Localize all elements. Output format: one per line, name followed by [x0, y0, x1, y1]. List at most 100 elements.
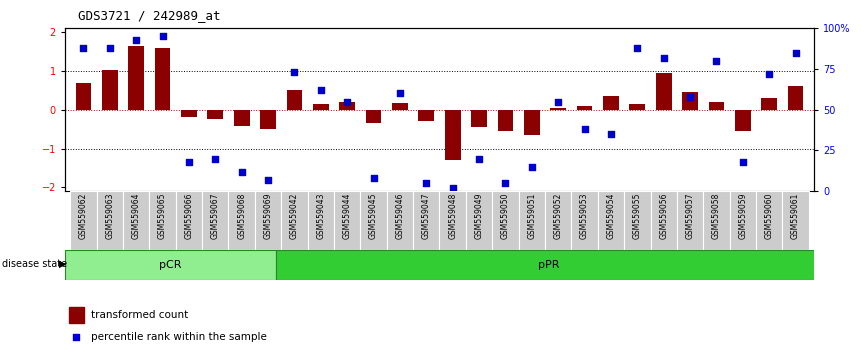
Text: GSM559052: GSM559052: [553, 193, 563, 239]
Text: GSM559042: GSM559042: [290, 193, 299, 239]
Bar: [630, 104, 645, 110]
FancyBboxPatch shape: [276, 250, 822, 280]
Point: [209, 156, 223, 161]
Bar: [260, 110, 276, 129]
Text: GSM559067: GSM559067: [210, 193, 220, 239]
Point: [156, 34, 170, 39]
Point: [656, 55, 670, 61]
Text: transformed count: transformed count: [91, 310, 189, 320]
Text: GSM559063: GSM559063: [106, 193, 114, 239]
Point: [182, 159, 196, 165]
FancyBboxPatch shape: [413, 191, 439, 250]
Text: GSM559051: GSM559051: [527, 193, 536, 239]
FancyBboxPatch shape: [650, 191, 677, 250]
Bar: [471, 110, 487, 127]
Bar: [365, 110, 381, 123]
FancyBboxPatch shape: [281, 191, 307, 250]
Bar: [75, 82, 91, 110]
Bar: [207, 110, 223, 119]
Point: [683, 94, 697, 99]
Text: pCR: pCR: [159, 259, 182, 270]
FancyBboxPatch shape: [492, 191, 519, 250]
FancyBboxPatch shape: [572, 191, 598, 250]
Text: GSM559066: GSM559066: [184, 193, 193, 239]
Point: [235, 169, 249, 175]
FancyBboxPatch shape: [229, 191, 255, 250]
FancyBboxPatch shape: [519, 191, 545, 250]
Point: [472, 156, 486, 161]
Point: [525, 164, 539, 170]
Text: percentile rank within the sample: percentile rank within the sample: [91, 332, 267, 342]
Bar: [102, 70, 118, 110]
Text: GSM559069: GSM559069: [263, 193, 273, 239]
Point: [736, 159, 750, 165]
FancyBboxPatch shape: [782, 191, 809, 250]
FancyBboxPatch shape: [176, 191, 202, 250]
FancyBboxPatch shape: [70, 191, 97, 250]
Text: GSM559054: GSM559054: [606, 193, 616, 239]
Bar: [603, 96, 619, 110]
Text: GSM559049: GSM559049: [475, 193, 483, 239]
FancyBboxPatch shape: [255, 191, 281, 250]
FancyBboxPatch shape: [97, 191, 123, 250]
FancyBboxPatch shape: [677, 191, 703, 250]
Text: GSM559065: GSM559065: [158, 193, 167, 239]
Point: [578, 126, 591, 132]
Bar: [761, 98, 777, 110]
Text: GSM559060: GSM559060: [765, 193, 773, 239]
Text: disease state: disease state: [2, 259, 67, 269]
Bar: [155, 48, 171, 110]
FancyBboxPatch shape: [360, 191, 387, 250]
Text: GSM559056: GSM559056: [659, 193, 669, 239]
Bar: [68, 307, 84, 323]
Point: [552, 99, 565, 104]
Point: [366, 175, 380, 181]
Bar: [708, 102, 724, 110]
Text: GSM559044: GSM559044: [343, 193, 352, 239]
FancyBboxPatch shape: [334, 191, 360, 250]
Point: [340, 99, 354, 104]
Point: [288, 69, 301, 75]
Text: GDS3721 / 242989_at: GDS3721 / 242989_at: [78, 9, 221, 22]
FancyBboxPatch shape: [545, 191, 572, 250]
Text: GSM559058: GSM559058: [712, 193, 721, 239]
Bar: [181, 110, 197, 117]
FancyBboxPatch shape: [439, 191, 466, 250]
Point: [76, 45, 90, 51]
Bar: [234, 110, 249, 126]
FancyBboxPatch shape: [123, 191, 149, 250]
Bar: [788, 86, 804, 110]
Text: GSM559048: GSM559048: [449, 193, 457, 239]
Text: GSM559050: GSM559050: [501, 193, 510, 239]
Bar: [339, 102, 355, 110]
Bar: [550, 108, 566, 110]
FancyBboxPatch shape: [466, 191, 492, 250]
Point: [789, 50, 803, 56]
Bar: [682, 92, 698, 110]
Point: [604, 131, 617, 137]
Text: ▶: ▶: [59, 259, 67, 269]
Point: [419, 180, 433, 186]
Point: [709, 58, 723, 64]
FancyBboxPatch shape: [65, 250, 276, 280]
FancyBboxPatch shape: [624, 191, 650, 250]
FancyBboxPatch shape: [598, 191, 624, 250]
Text: GSM559057: GSM559057: [686, 193, 695, 239]
Point: [393, 91, 407, 96]
Text: GSM559043: GSM559043: [316, 193, 326, 239]
Bar: [287, 90, 302, 110]
FancyBboxPatch shape: [703, 191, 730, 250]
Text: GSM559046: GSM559046: [396, 193, 404, 239]
Bar: [656, 73, 672, 110]
Bar: [577, 106, 592, 110]
Text: GSM559061: GSM559061: [791, 193, 800, 239]
Text: GSM559045: GSM559045: [369, 193, 378, 239]
Point: [69, 334, 83, 340]
Bar: [392, 103, 408, 110]
Point: [499, 180, 513, 186]
Bar: [735, 110, 751, 131]
Text: GSM559055: GSM559055: [633, 193, 642, 239]
Point: [103, 45, 117, 51]
FancyBboxPatch shape: [307, 191, 334, 250]
FancyBboxPatch shape: [387, 191, 413, 250]
